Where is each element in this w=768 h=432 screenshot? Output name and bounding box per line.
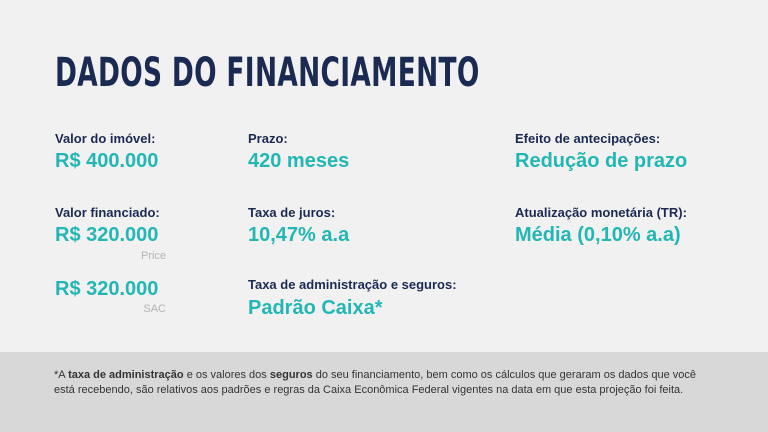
field-label: Taxa de juros: [248, 205, 336, 220]
title: DADOS DO FINANCIAMENTO [55, 50, 480, 96]
footnote-segment: seguros [269, 369, 313, 381]
field-value: Padrão Caixa* [248, 297, 383, 319]
field-value: R$ 320.000 [55, 224, 159, 246]
field-value: R$ 320.000 [55, 278, 159, 300]
field-value: 10,47% a.a [248, 224, 350, 246]
field-label: Prazo: [248, 131, 288, 146]
field-label: Atualização monetária (TR): [515, 205, 687, 220]
footnote-segment: taxa de administração [68, 369, 184, 381]
field-note: Price [140, 250, 166, 262]
footnote: *A taxa de administração e os valores do… [54, 368, 704, 398]
field-value: R$ 400.000 [55, 150, 159, 172]
field-label: Valor do imóvel: [55, 131, 156, 146]
field-label: Efeito de antecipações: [515, 131, 661, 146]
field-value: Redução de prazo [515, 150, 688, 172]
footer: *A taxa de administração e os valores do… [0, 352, 768, 432]
field-value: Média (0,10% a.a) [515, 224, 681, 246]
field-label: Valor financiado: [55, 205, 160, 220]
field-label: Taxa de administração e seguros: [248, 277, 457, 292]
footnote-segment: *A [54, 369, 69, 381]
field-note: SAC [143, 303, 166, 315]
field-value: 420 meses [248, 150, 350, 172]
footnote-segment: e os valores dos [183, 369, 270, 381]
footnote-segment: do seu financiamento, bem como os cálcul… [54, 369, 697, 396]
